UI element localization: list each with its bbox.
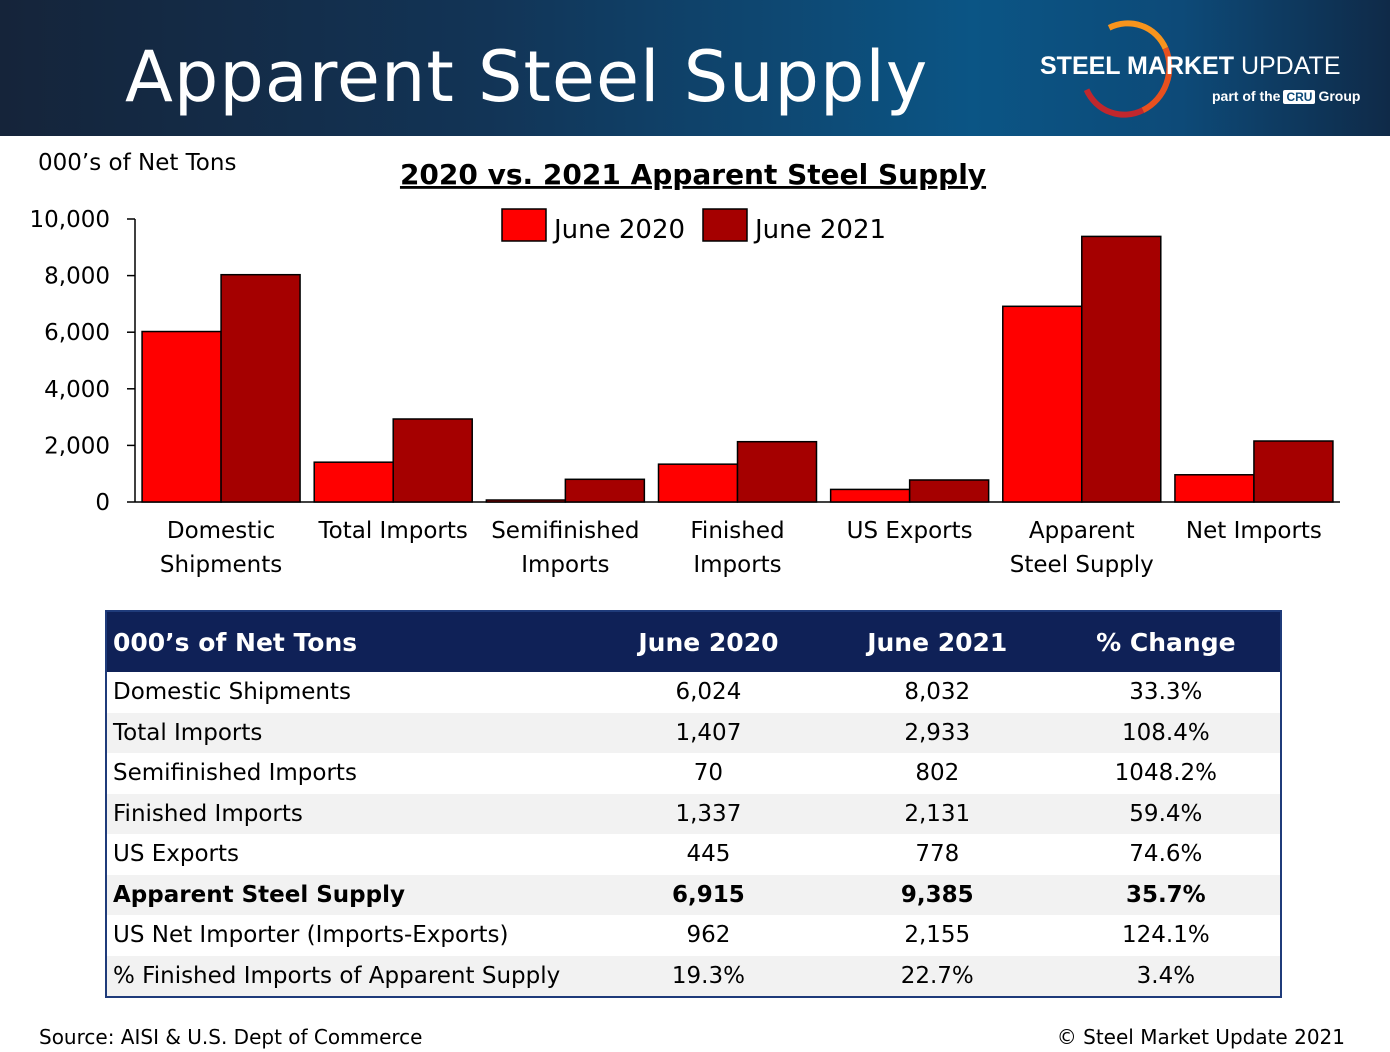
bar-june-2020	[141, 330, 222, 503]
column-header: June 2020	[594, 611, 823, 672]
table-cell: 2,933	[822, 712, 1052, 753]
table-row: Total Imports 1,407 2,933 108.4%	[106, 712, 1281, 753]
bar-june-2020	[1002, 305, 1083, 503]
table-cell: Finished Imports	[106, 793, 594, 834]
page-title: Apparent Steel Supply	[125, 36, 929, 118]
bar-june-2021	[220, 273, 301, 503]
table-cell: Apparent Steel Supply	[106, 874, 594, 915]
column-header: June 2021	[822, 611, 1052, 672]
column-header: 000’s of Net Tons	[106, 611, 594, 672]
x-category-label: Shipments	[160, 552, 282, 578]
x-category-label: Imports	[521, 552, 609, 578]
x-category-label: Domestic	[167, 518, 275, 544]
y-tick-label: 4,000	[44, 377, 110, 403]
y-tick-label: 6,000	[44, 320, 110, 346]
x-category-label: Steel Supply	[1010, 552, 1154, 578]
table-cell: 445	[686, 841, 731, 868]
table-cell: 108.4%	[1051, 712, 1281, 753]
table-cell: US Net Importer (Imports-Exports)	[113, 922, 509, 949]
table-cell: Semifinished Imports	[113, 760, 357, 787]
table-cell: Domestic Shipments	[113, 679, 351, 706]
logo-subtext: part of the CRU Group	[1212, 88, 1361, 104]
bar-june-2021	[736, 440, 818, 503]
bar-june-2021	[1253, 440, 1334, 503]
table-cell: 8,032	[904, 679, 971, 706]
y-tick-label: 8,000	[44, 264, 110, 290]
table-cell: 962	[686, 922, 731, 949]
bar-june-2021	[564, 478, 646, 503]
table-cell: 9,385	[822, 874, 1052, 915]
table-cell: 802	[915, 760, 960, 787]
table-cell: 6,024	[675, 679, 742, 706]
x-category-label: US Exports	[847, 518, 973, 544]
bar-june-2020	[485, 499, 567, 503]
header-banner: Apparent Steel Supply STEEL MARKET UPDAT…	[0, 0, 1390, 136]
table-cell: 6,915	[594, 874, 823, 915]
legend-label: June 2021	[753, 215, 886, 245]
bar-june-2020	[313, 461, 394, 503]
y-tick-label: 10,000	[30, 207, 110, 233]
table-row: US Net Importer (Imports-Exports) 962 2,15…	[106, 915, 1281, 956]
steel-market-update-logo: STEEL MARKET UPDATE part of the CRU Group	[1040, 7, 1380, 131]
bar-june-2021	[392, 418, 473, 503]
x-category-label: Apparent	[1029, 518, 1135, 544]
table-cell: 33.3%	[1129, 679, 1203, 706]
table-cell: 3.4%	[1051, 955, 1281, 997]
table-cell: 1,337	[594, 793, 823, 834]
table-row: % Finished Imports of Apparent Supply 19.…	[106, 955, 1281, 997]
chart-title: 2020 vs. 2021 Apparent Steel Supply	[400, 158, 986, 191]
column-header: % Change	[1051, 611, 1281, 672]
y-axis-unit-label: 000’s of Net Tons	[38, 150, 237, 176]
source-note: Source: AISI & U.S. Dept of Commerce	[39, 1025, 423, 1049]
logo-text: STEEL MARKET UPDATE	[1040, 52, 1341, 80]
table-cell: 2,131	[822, 793, 1052, 834]
table-cell: 70	[693, 760, 724, 787]
bar-june-2020	[1174, 474, 1255, 503]
bar-june-2020	[829, 488, 911, 503]
table-cell: 59.4%	[1051, 793, 1281, 834]
table-cell: 35.7%	[1051, 874, 1281, 915]
table-row: US Exports 445 778 74.6%	[106, 834, 1281, 875]
copyright-note: © Steel Market Update 2021	[1056, 1025, 1345, 1049]
legend-label: June 2020	[552, 215, 685, 245]
legend-swatch	[702, 208, 748, 242]
table-cell: 1048.2%	[1114, 760, 1218, 787]
x-category-label: Net Imports	[1186, 518, 1322, 544]
table-cell: 124.1%	[1121, 922, 1210, 949]
y-tick-label: 2,000	[44, 433, 110, 459]
table-cell: % Finished Imports of Apparent Supply	[106, 955, 594, 997]
table-cell: 2,155	[904, 922, 971, 949]
table-cell: 22.7%	[822, 955, 1052, 997]
table-cell: US Exports	[113, 841, 240, 868]
table-row: Domestic Shipments 6,024 8,032 33.3%	[106, 672, 1281, 713]
table-cell: 19.3%	[594, 955, 823, 997]
x-category-label: Total Imports	[318, 518, 468, 544]
bar-june-2020	[657, 463, 739, 503]
x-category-label: Finished	[690, 518, 784, 544]
table-cell: 778	[915, 841, 960, 868]
table-cell: 74.6%	[1129, 841, 1203, 868]
table-row: Semifinished Imports 70 802 1048.2%	[106, 753, 1281, 794]
bar-chart: 2020 vs. 2021 Apparent Steel Supply June …	[30, 158, 1340, 578]
table-header-row: 000’s of Net Tons June 2020 June 2021% Cha…	[106, 611, 1281, 672]
table-row: Apparent Steel Supply 6,915 9,385 35.7%	[106, 874, 1281, 915]
table-row: Finished Imports 1,337 2,131 59.4%	[106, 793, 1281, 834]
bar-june-2021	[1081, 235, 1162, 503]
y-tick-label: 0	[95, 490, 110, 516]
legend-swatch	[501, 208, 547, 242]
x-category-label: Imports	[693, 552, 781, 578]
table-cell: Total Imports	[106, 712, 594, 753]
data-table: 000’s of Net Tons June 2020 June 2021% Cha…	[105, 610, 1282, 998]
bar-june-2021	[908, 479, 990, 503]
table-cell: 1,407	[594, 712, 823, 753]
x-category-label: Semifinished	[491, 518, 639, 544]
